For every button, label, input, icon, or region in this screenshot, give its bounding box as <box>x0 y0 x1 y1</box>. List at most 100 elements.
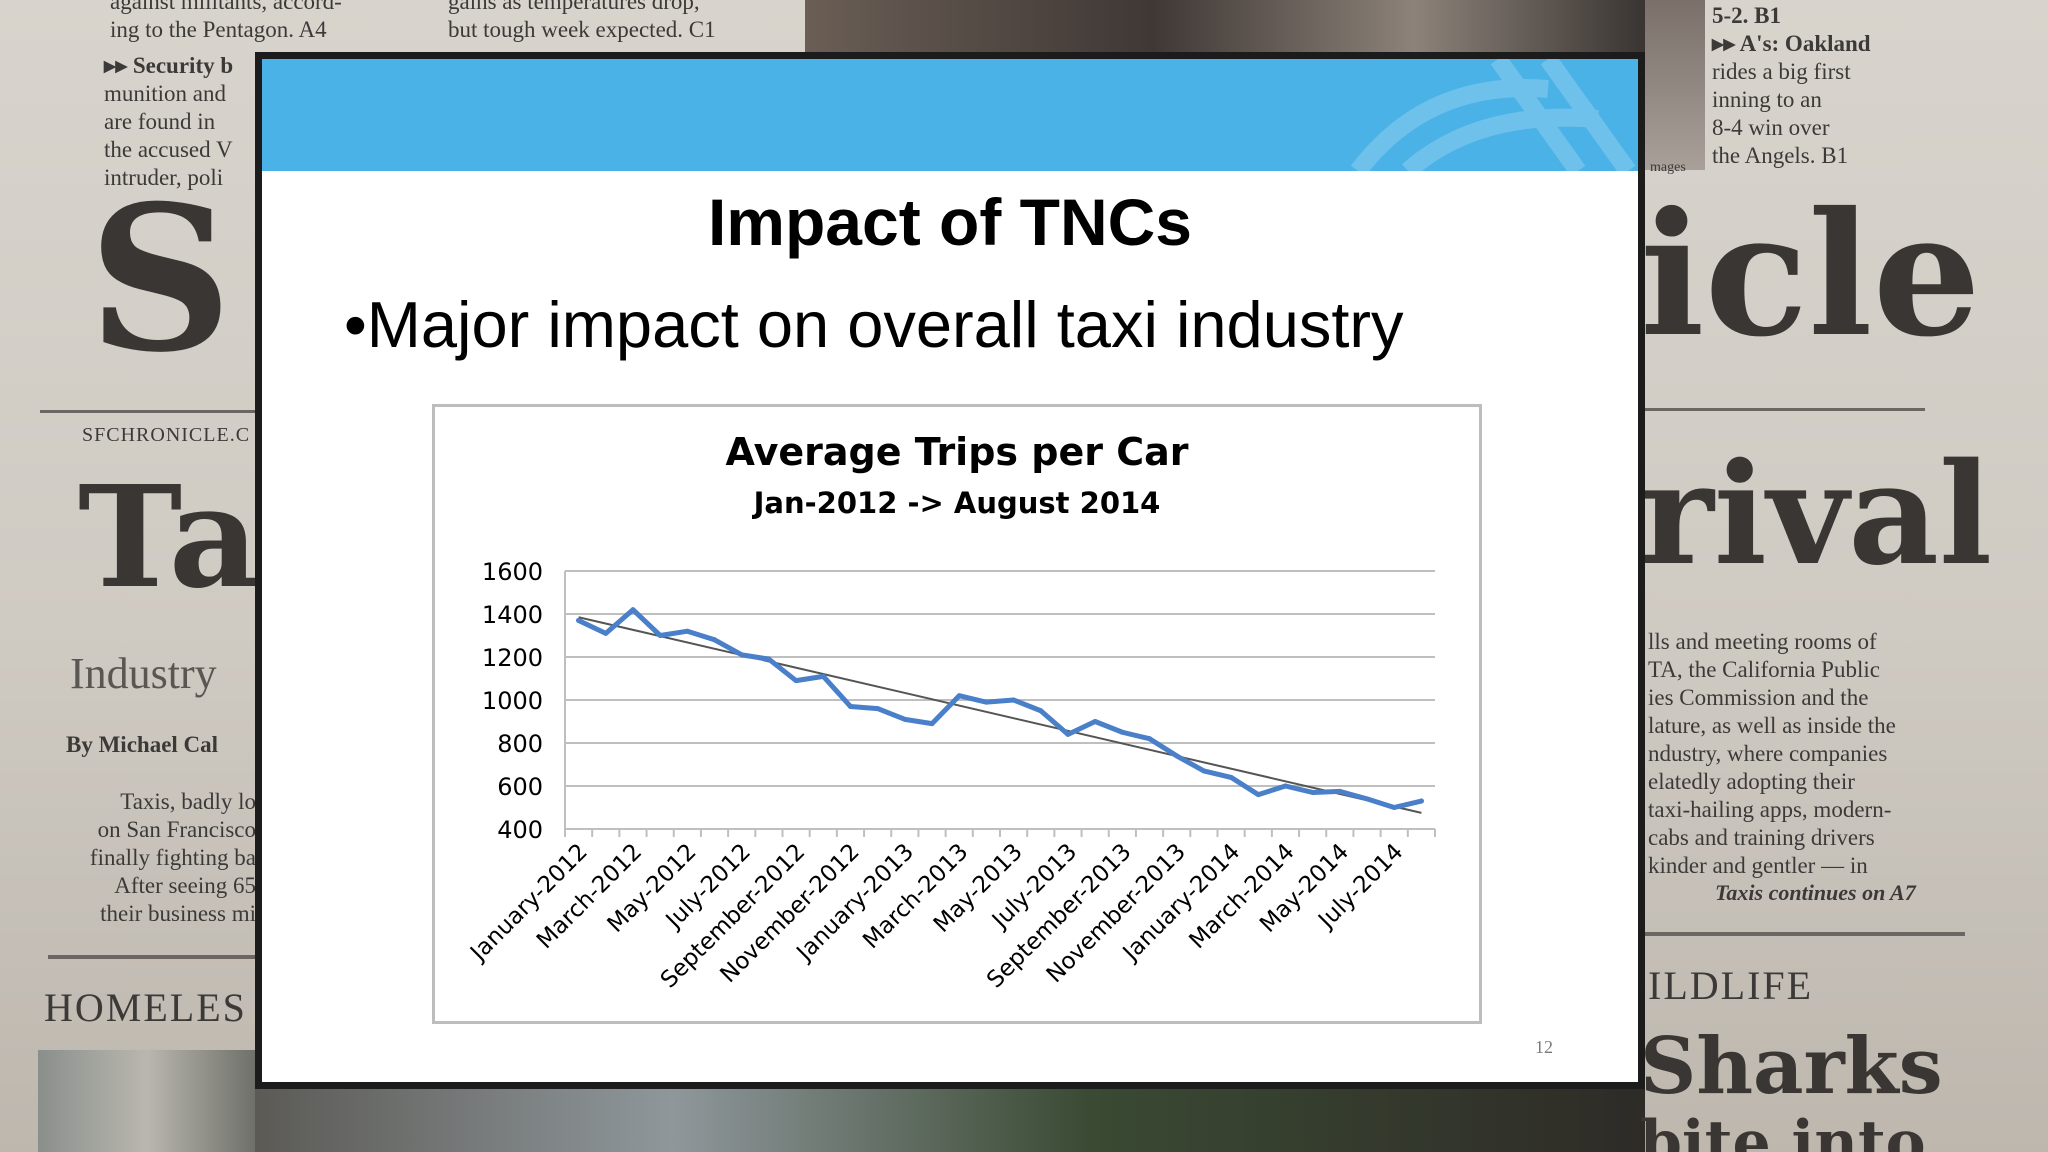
data-point <box>847 703 853 709</box>
np-line: elatedly adopting their <box>1648 769 1855 794</box>
np-deck-left: Industry <box>70 649 217 698</box>
np-line: 8-4 win over <box>1712 115 1830 140</box>
data-point <box>1119 729 1125 735</box>
np-line: on San Francisco <box>97 817 256 842</box>
data-point <box>657 633 663 638</box>
data-point <box>1174 753 1180 759</box>
data-point <box>739 652 745 658</box>
np-line: cabs and training drivers <box>1648 825 1875 850</box>
np-left-top: against militants, accord- ing to the Pe… <box>110 0 342 44</box>
np-photo-credit: mages <box>1650 160 1686 175</box>
y-tick-label: 600 <box>497 773 543 801</box>
np-line: their business mi <box>100 901 256 926</box>
np-photo-left <box>38 1050 255 1152</box>
data-point <box>630 607 636 613</box>
data-point <box>902 716 908 722</box>
np-mid-top: gains as temperatures drop, but tough we… <box>448 0 716 44</box>
slide-title: Impact of TNCs <box>707 185 1193 259</box>
data-point <box>1391 805 1397 810</box>
np-rule <box>48 955 255 959</box>
np-line: taxi-hailing apps, modern- <box>1648 797 1892 822</box>
np-line: are found in <box>104 109 216 134</box>
series-line-0 <box>576 607 1424 810</box>
data-point <box>712 637 718 643</box>
np-line: rides a big first <box>1712 59 1851 84</box>
np-photo-top <box>805 0 1675 52</box>
np-line: inning to an <box>1712 87 1822 112</box>
data-point <box>766 656 772 662</box>
np-line: ies Commission and the <box>1648 685 1869 710</box>
data-point <box>1065 731 1071 737</box>
data-point <box>1337 788 1343 794</box>
np-rule <box>1645 408 1925 411</box>
line-chart: Average Trips per Car Jan-2012 -> August… <box>464 430 1436 993</box>
np-line: lature, as well as inside the <box>1648 713 1896 738</box>
np-section-left: HOMELES <box>44 985 247 1030</box>
chart-container: Average Trips per Car Jan-2012 -> August… <box>432 404 1482 1024</box>
np-right-body: lls and meeting rooms of TA, the Califor… <box>1648 628 1896 880</box>
np-line: ▸▸ A's: Oakland <box>1712 31 1871 56</box>
data-point <box>1228 774 1234 780</box>
np-masthead-right: icle <box>1640 175 1981 375</box>
np-photo-right <box>1645 0 1705 170</box>
data-point <box>820 673 826 679</box>
np-headline3-right: bite into <box>1640 1108 1926 1152</box>
np-line: but tough week expected. C1 <box>448 17 716 42</box>
data-point <box>1201 768 1207 774</box>
np-line: munition and <box>104 81 227 106</box>
data-point <box>1011 697 1017 703</box>
np-line: gains as temperatures drop, <box>448 0 700 14</box>
data-point <box>684 628 690 634</box>
data-point <box>1418 798 1424 804</box>
slide-page-number: 12 <box>1535 1037 1553 1057</box>
y-tick-label: 1000 <box>482 687 543 715</box>
np-line: 5-2. B1 <box>1712 3 1781 28</box>
np-line: After seeing 65 <box>114 873 256 898</box>
np-line: TA, the California Public <box>1648 657 1880 682</box>
np-headline2-right: Sharks <box>1640 1021 1943 1112</box>
y-tick-label: 800 <box>497 730 543 758</box>
data-point <box>1092 719 1098 724</box>
data-point <box>1255 792 1261 798</box>
np-line: lls and meeting rooms of <box>1648 629 1877 654</box>
np-line: intruder, poli <box>104 165 224 190</box>
np-line: the accused V <box>104 137 233 162</box>
data-point <box>576 617 582 623</box>
data-point <box>603 630 609 636</box>
np-line: the Angels. B1 <box>1712 143 1849 168</box>
y-tick-label: 400 <box>497 816 543 844</box>
np-headline-right: rival <box>1640 433 1993 597</box>
trendline <box>578 616 1422 814</box>
slide-banner <box>262 59 1638 171</box>
np-left-body: Taxis, badly lo on San Francisco finally… <box>56 788 256 928</box>
presentation-slide: Impact of TNCs •Major impact on overall … <box>255 52 1645 1089</box>
data-point <box>1038 708 1044 714</box>
y-tick-label: 1600 <box>482 558 543 586</box>
np-masthead-left: S <box>88 162 233 397</box>
data-point <box>793 678 799 684</box>
data-point <box>875 706 881 712</box>
np-photo-bottom <box>255 1089 1645 1152</box>
data-point <box>1364 796 1370 802</box>
data-point <box>1147 736 1153 742</box>
y-tick-label: 1200 <box>482 644 543 672</box>
np-section-right: ILDLIFE <box>1648 963 1814 1008</box>
slide-bullet: •Major impact on overall taxi industry <box>344 288 1404 361</box>
data-point <box>983 699 989 705</box>
data-point <box>1310 789 1316 795</box>
np-left-security: ▸▸ Security b munition and are found in … <box>104 52 233 192</box>
chart-subtitle: Jan-2012 -> August 2014 <box>752 486 1161 520</box>
np-rule <box>1645 932 1965 936</box>
np-line: against militants, accord- <box>110 0 342 14</box>
np-line: ing to the Pentagon. A4 <box>110 17 327 42</box>
np-jump: Taxis continues on A7 <box>1715 880 1916 905</box>
y-tick-label: 1400 <box>482 601 543 629</box>
np-line: finally fighting ba <box>89 845 256 870</box>
np-headline-left: Ta <box>78 456 260 620</box>
np-rule <box>40 410 255 413</box>
np-line: Taxis, badly lo <box>120 789 256 814</box>
np-line: kinder and gentler — in <box>1648 853 1868 878</box>
data-point <box>929 721 935 727</box>
np-right-top: 5-2. B1 ▸▸ A's: Oakland rides a big firs… <box>1712 2 1871 170</box>
data-point <box>956 693 962 699</box>
